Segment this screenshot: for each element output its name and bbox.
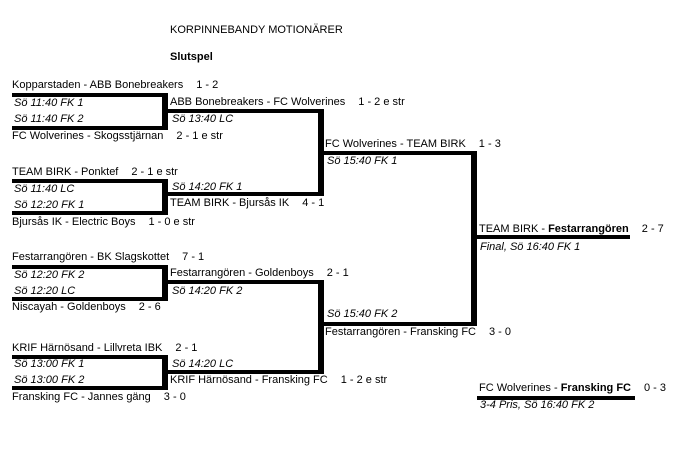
bracket-line-semifinal2 bbox=[324, 322, 477, 326]
semifinal-match-2-score: 3 - 0 bbox=[489, 326, 512, 338]
round2-match-1-time: Sö 13:40 LC bbox=[172, 113, 234, 125]
round1-match-2: FC Wolverines - Skogsstjärnan 2 - 1 e str bbox=[12, 130, 223, 142]
semifinal-match-2: Festarrangören - Fransking FC 3 - 0 bbox=[325, 326, 511, 338]
round1-match-8-score: 3 - 0 bbox=[163, 391, 186, 403]
bracket-line-r1-pair4-bottom bbox=[12, 386, 168, 390]
round2-match-2: TEAM BIRK - Bjursås IK 4 - 1 bbox=[170, 197, 324, 209]
third-place-match-time: 3-4 Pris, Sö 16:40 FK 2 bbox=[480, 399, 595, 411]
semifinal-match-1-time: Sö 15:40 FK 1 bbox=[327, 155, 398, 167]
bracket-line-r1-pair2-top bbox=[12, 179, 168, 183]
round2-match-4-score: 1 - 2 e str bbox=[340, 374, 388, 386]
bracket-line-final bbox=[471, 235, 630, 239]
round1-match-3-time: Sö 11:40 LC bbox=[14, 183, 75, 195]
third-place-match-winner: Fransking FC bbox=[560, 382, 631, 394]
round1-match-8: Fransking FC - Jannes gäng 3 - 0 bbox=[12, 391, 186, 403]
bracket-line-r2-match3 bbox=[168, 280, 324, 284]
round1-match-3: TEAM BIRK - Ponktef 2 - 1 e str bbox=[12, 166, 178, 178]
bracket-connector-r1-pair1 bbox=[162, 93, 168, 130]
round1-match-4-time: Sö 12:20 FK 1 bbox=[14, 199, 85, 211]
page-title: KORPINNEBANDY MOTIONÄRER bbox=[170, 24, 343, 36]
round1-match-1-time: Sö 11:40 FK 1 bbox=[14, 97, 84, 109]
third-place-match: FC Wolverines - Fransking FC 0 - 3 bbox=[479, 382, 666, 394]
round2-match-1: ABB Bonebreakers - FC Wolverines 1 - 2 e … bbox=[170, 96, 405, 108]
round1-match-6-teams: Niscayah - Goldenboys bbox=[12, 301, 126, 313]
round1-match-5-time: Sö 12:20 FK 2 bbox=[14, 269, 85, 281]
round2-match-3-score: 2 - 1 bbox=[326, 267, 349, 279]
round1-match-2-teams: FC Wolverines - Skogsstjärnan bbox=[12, 130, 164, 142]
round1-match-7-score: 2 - 1 bbox=[175, 342, 198, 354]
bracket-connector-r1-pair2 bbox=[162, 179, 168, 215]
semifinal-match-1: FC Wolverines - TEAM BIRK 1 - 3 bbox=[325, 138, 501, 150]
round2-match-3-teams: Festarrangören - Goldenboys bbox=[170, 267, 314, 279]
round2-match-4-time: Sö 14:20 LC bbox=[172, 358, 234, 370]
round1-match-6: Niscayah - Goldenboys 2 - 6 bbox=[12, 301, 161, 313]
final-match: TEAM BIRK - Festarrangören 2 - 7 bbox=[479, 223, 664, 235]
bracket-connector-r2-top bbox=[318, 109, 324, 196]
third-place-match-teams-prefix: FC Wolverines - bbox=[479, 382, 561, 394]
round1-match-4-score: 1 - 0 e str bbox=[148, 216, 195, 228]
round2-match-1-score: 1 - 2 e str bbox=[358, 96, 405, 108]
final-match-teams-prefix: TEAM BIRK - bbox=[479, 223, 549, 235]
round2-match-2-time: Sö 14:20 FK 1 bbox=[172, 181, 243, 193]
round1-match-8-time: Sö 13:00 FK 2 bbox=[14, 374, 85, 386]
round1-match-4: Bjursås IK - Electric Boys 1 - 0 e str bbox=[12, 216, 195, 228]
final-match-score: 2 - 7 bbox=[641, 223, 664, 235]
bracket-connector-r1-pair3 bbox=[162, 265, 168, 301]
bracket-line-r1-pair4-top bbox=[12, 355, 168, 359]
bracket-connector-r2-bottom bbox=[318, 280, 324, 374]
round1-match-4-teams: Bjursås IK - Electric Boys bbox=[12, 216, 136, 228]
final-match-winner: Festarrangören bbox=[548, 223, 629, 235]
bracket-line-r1-pair1-top bbox=[12, 93, 168, 97]
round2-match-4: KRIF Härnösand - Fransking FC 1 - 2 e str bbox=[170, 374, 387, 386]
bracket-line-semifinal1 bbox=[324, 151, 477, 155]
round2-match-3-time: Sö 14:20 FK 2 bbox=[172, 285, 243, 297]
round1-match-1-score: 1 - 2 bbox=[196, 79, 219, 91]
round1-match-2-time: Sö 11:40 FK 2 bbox=[14, 113, 84, 125]
final-match-time: Final, Sö 16:40 FK 1 bbox=[480, 241, 581, 253]
bracket-line-third-place bbox=[477, 396, 635, 400]
round1-match-7: KRIF Härnösand - Lillvreta IBK 2 - 1 bbox=[12, 342, 197, 354]
round2-match-2-score: 4 - 1 bbox=[302, 197, 325, 209]
round2-match-2-teams: TEAM BIRK - Bjursås IK bbox=[170, 197, 290, 209]
round1-match-7-teams: KRIF Härnösand - Lillvreta IBK bbox=[12, 342, 163, 354]
bracket-line-r1-pair3-bottom bbox=[12, 297, 168, 301]
round1-match-5: Festarrangören - BK Slagskottet 7 - 1 bbox=[12, 251, 204, 263]
round1-match-3-score: 2 - 1 e str bbox=[131, 166, 178, 178]
bracket-line-r1-pair3-top bbox=[12, 265, 168, 269]
semifinal-match-2-teams: Festarrangören - Fransking FC bbox=[325, 326, 476, 338]
round1-match-2-score: 2 - 1 e str bbox=[176, 130, 223, 142]
bracket-line-r2-match2 bbox=[168, 192, 324, 196]
round1-match-6-score: 2 - 6 bbox=[138, 301, 161, 313]
round2-match-1-teams: ABB Bonebreakers - FC Wolverines bbox=[170, 96, 346, 108]
bracket-line-r2-match4 bbox=[168, 370, 324, 374]
semifinal-match-1-score: 1 - 3 bbox=[478, 138, 501, 150]
round2-match-4-teams: KRIF Härnösand - Fransking FC bbox=[170, 374, 328, 386]
round1-match-1-teams: Kopparstaden - ABB Bonebreakers bbox=[12, 79, 184, 91]
semifinal-match-2-time: Sö 15:40 FK 2 bbox=[327, 308, 398, 320]
round1-match-6-time: Sö 12:20 LC bbox=[14, 285, 76, 297]
round1-match-1: Kopparstaden - ABB Bonebreakers 1 - 2 bbox=[12, 79, 218, 91]
round1-match-5-score: 7 - 1 bbox=[182, 251, 205, 263]
bracket-connector-r1-pair4 bbox=[162, 355, 168, 390]
semifinal-match-1-teams: FC Wolverines - TEAM BIRK bbox=[325, 138, 466, 150]
bracket-line-r1-pair2-bottom bbox=[12, 211, 168, 215]
page-subtitle: Slutspel bbox=[170, 51, 213, 63]
round1-match-3-teams: TEAM BIRK - Ponktef bbox=[12, 166, 119, 178]
round2-match-3: Festarrangören - Goldenboys 2 - 1 bbox=[170, 267, 349, 279]
round1-match-7-time: Sö 13:00 FK 1 bbox=[14, 358, 85, 370]
third-place-match-score: 0 - 3 bbox=[644, 382, 667, 394]
round1-match-8-teams: Fransking FC - Jannes gäng bbox=[12, 391, 151, 403]
bracket-line-r1-pair1-bottom bbox=[12, 126, 168, 130]
bracket-line-r2-match1 bbox=[168, 109, 324, 113]
round1-match-5-teams: Festarrangören - BK Slagskottet bbox=[12, 251, 170, 263]
